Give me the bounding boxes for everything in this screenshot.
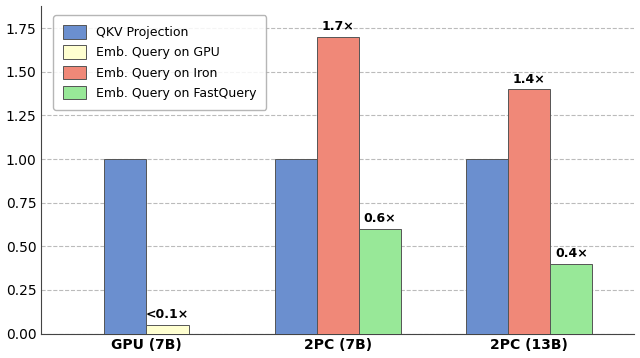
Bar xyxy=(147,325,189,334)
Bar xyxy=(550,264,593,334)
Bar xyxy=(317,37,359,334)
Text: 1.4×: 1.4× xyxy=(513,73,545,86)
Text: 1.7×: 1.7× xyxy=(321,20,354,33)
Bar xyxy=(508,89,550,334)
Bar xyxy=(275,159,317,334)
Legend: QKV Projection, Emb. Query on GPU, Emb. Query on Iron, Emb. Query on FastQuery: QKV Projection, Emb. Query on GPU, Emb. … xyxy=(53,15,266,110)
Bar xyxy=(466,159,508,334)
Text: 0.4×: 0.4× xyxy=(555,247,588,260)
Text: <0.1×: <0.1× xyxy=(146,308,189,321)
Text: 0.6×: 0.6× xyxy=(364,212,396,226)
Bar xyxy=(104,159,147,334)
Bar xyxy=(359,229,401,334)
